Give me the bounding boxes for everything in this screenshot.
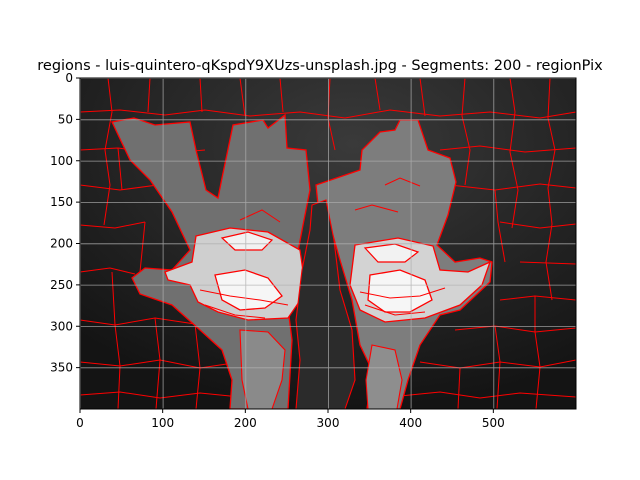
y-tick-label: 100 <box>50 154 73 168</box>
y-tick-label: 350 <box>50 361 73 375</box>
right-highlight-region <box>367 269 433 313</box>
x-tick-label: 400 <box>399 416 422 430</box>
central-dark-region <box>295 199 356 409</box>
y-tick-label: 300 <box>50 319 73 333</box>
x-tick-label: 0 <box>76 416 84 430</box>
x-tick-label: 300 <box>317 416 340 430</box>
y-axis: 0 50 100 150 200 250 300 350 <box>50 71 80 375</box>
y-tick-label: 0 <box>65 71 73 85</box>
y-tick-label: 50 <box>58 112 73 126</box>
right-wrist-region <box>365 344 403 409</box>
left-upper-highlight <box>220 231 274 251</box>
x-tick-label: 100 <box>151 416 174 430</box>
left-wrist-region <box>239 329 286 409</box>
y-tick-label: 250 <box>50 278 73 292</box>
y-tick-label: 150 <box>50 195 73 209</box>
y-tick-label: 200 <box>50 237 73 251</box>
inner-contours <box>199 177 446 319</box>
x-tick-label: 200 <box>234 416 257 430</box>
chart-title: regions - luis-quintero-qKspdY9XUzs-unsp… <box>37 58 603 74</box>
x-tick-label: 500 <box>482 416 505 430</box>
x-axis: 0 100 200 300 400 500 <box>76 409 505 430</box>
